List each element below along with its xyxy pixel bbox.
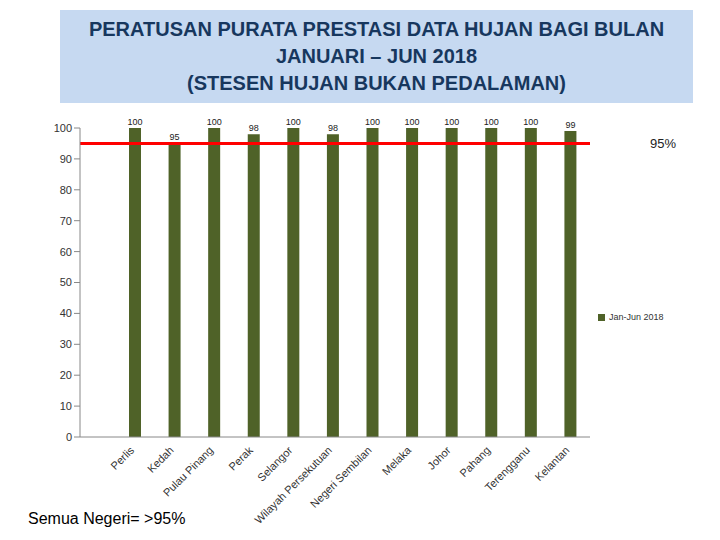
svg-text:99: 99 bbox=[565, 120, 575, 130]
svg-text:100: 100 bbox=[523, 117, 538, 127]
svg-text:90: 90 bbox=[60, 153, 72, 165]
svg-text:10: 10 bbox=[60, 400, 72, 412]
svg-text:Perak: Perak bbox=[226, 444, 255, 473]
svg-text:100: 100 bbox=[484, 117, 499, 127]
svg-text:Melaka: Melaka bbox=[380, 443, 414, 477]
svg-text:40: 40 bbox=[60, 307, 72, 319]
svg-text:100: 100 bbox=[444, 117, 459, 127]
svg-text:100: 100 bbox=[54, 122, 72, 134]
svg-text:100: 100 bbox=[365, 117, 380, 127]
svg-text:Pulau Pinang: Pulau Pinang bbox=[161, 444, 216, 499]
svg-text:100: 100 bbox=[286, 117, 301, 127]
svg-text:50: 50 bbox=[60, 276, 72, 288]
svg-text:95%: 95% bbox=[650, 136, 676, 151]
svg-text:30: 30 bbox=[60, 338, 72, 350]
svg-text:80: 80 bbox=[60, 184, 72, 196]
html-text:JANUARI – JUN 2018: JANUARI – JUN 2018 bbox=[275, 45, 478, 67]
svg-text:100: 100 bbox=[207, 117, 222, 127]
svg-text:100: 100 bbox=[127, 117, 142, 127]
svg-text:100: 100 bbox=[405, 117, 420, 127]
svg-text:Johor: Johor bbox=[425, 444, 453, 472]
html-text:Jan-Jun 2018: Jan-Jun 2018 bbox=[609, 312, 664, 322]
html-text:(STESEN HUJAN BUKAN PEDALAMAN): (STESEN HUJAN BUKAN PEDALAMAN) bbox=[187, 72, 566, 94]
svg-text:Terengganu: Terengganu bbox=[482, 444, 532, 494]
svg-text:Perlis: Perlis bbox=[108, 444, 136, 472]
svg-text:Wilayah Persekutuan: Wilayah Persekutuan bbox=[252, 444, 334, 526]
svg-text:Negeri Sembilan: Negeri Sembilan bbox=[308, 444, 374, 510]
html-text:Semua Negeri= >95%: Semua Negeri= >95% bbox=[28, 510, 186, 527]
svg-text:Pahang: Pahang bbox=[457, 444, 492, 479]
svg-text:60: 60 bbox=[60, 246, 72, 258]
html-text:PERATUSAN PURATA PRESTASI DATA: PERATUSAN PURATA PRESTASI DATA HUJAN BAG… bbox=[88, 18, 665, 40]
svg-text:98: 98 bbox=[328, 123, 338, 133]
svg-text:98: 98 bbox=[249, 123, 259, 133]
svg-text:95: 95 bbox=[170, 132, 180, 142]
svg-text:70: 70 bbox=[60, 215, 72, 227]
svg-text:Kelantan: Kelantan bbox=[532, 444, 571, 483]
svg-text:0: 0 bbox=[66, 431, 72, 443]
svg-text:Selangor: Selangor bbox=[255, 444, 295, 484]
svg-text:Kedah: Kedah bbox=[145, 444, 176, 475]
svg-text:20: 20 bbox=[60, 369, 72, 381]
